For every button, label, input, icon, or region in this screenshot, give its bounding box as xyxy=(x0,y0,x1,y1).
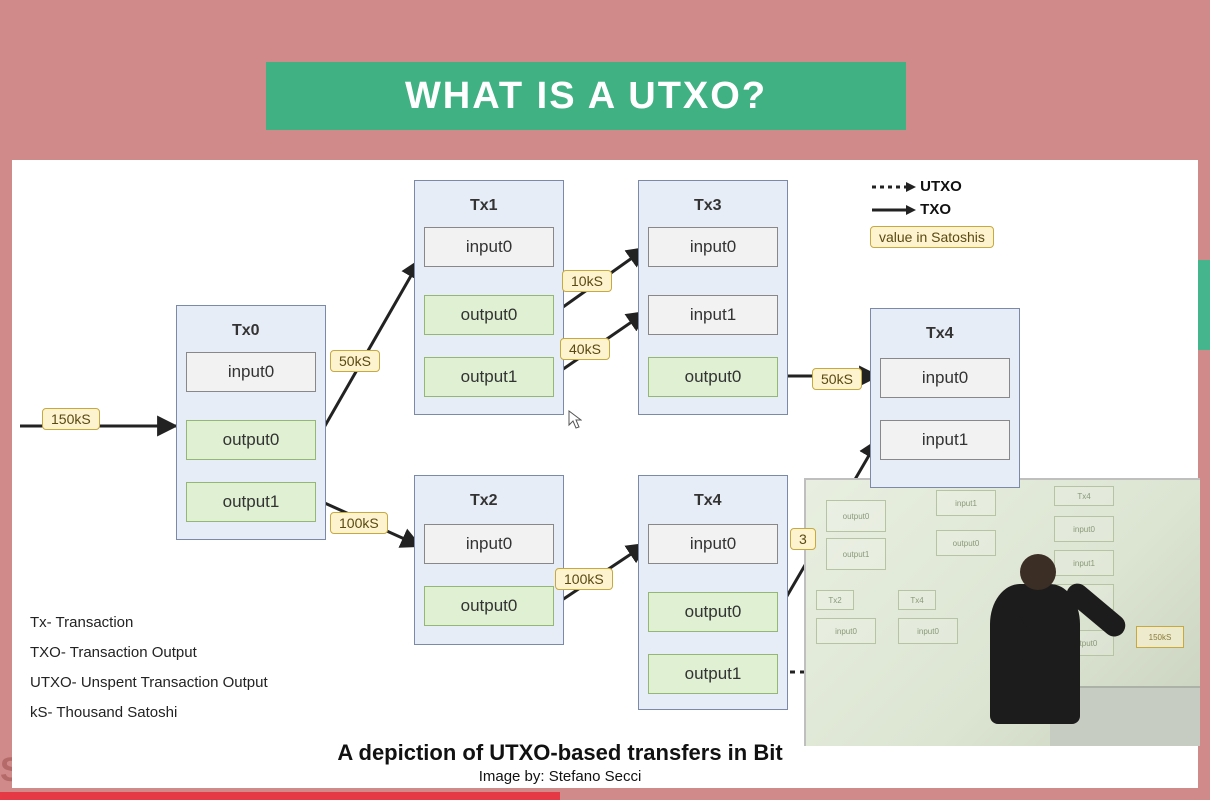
glossary-line-0: Tx- Transaction xyxy=(30,608,350,638)
legend-txo-row: TXO xyxy=(870,201,1130,218)
tx3-output0: output0 xyxy=(648,357,778,397)
slide-title: WHAT IS A UTXO? xyxy=(405,75,767,118)
tx4b-input1: input1 xyxy=(880,420,1010,460)
tx3-input1: input1 xyxy=(648,295,778,335)
value-tag-2: 100kS xyxy=(330,512,388,534)
glossary-line-1: TXO- Transaction Output xyxy=(30,638,350,668)
tx-title-tx0: Tx0 xyxy=(232,322,260,340)
tx1-output1: output1 xyxy=(424,357,554,397)
value-tag-1: 50kS xyxy=(330,350,380,372)
tx-title-tx3: Tx3 xyxy=(694,197,722,215)
caption-sub: Image by: Stefano Secci xyxy=(280,768,840,785)
value-tag-0: 150kS xyxy=(42,408,100,430)
glossary-line-3: kS- Thousand Satoshi xyxy=(30,698,350,728)
tx0-output0: output0 xyxy=(186,420,316,460)
tx-title-tx1: Tx1 xyxy=(470,197,498,215)
value-tag-5: 100kS xyxy=(555,568,613,590)
tx4a-output0: output0 xyxy=(648,592,778,632)
tx0-output1: output1 xyxy=(186,482,316,522)
tx-title-tx2: Tx2 xyxy=(470,492,498,510)
tx-title-tx4b: Tx4 xyxy=(926,325,954,343)
value-tag-4: 40kS xyxy=(560,338,610,360)
tx1-input0: input0 xyxy=(424,227,554,267)
presenter-pip: output0 output1 input1 output0 Tx4 input… xyxy=(804,478,1200,746)
tx0-input0: input0 xyxy=(186,352,316,392)
legend-utxo-label: UTXO xyxy=(920,178,962,195)
slide-title-banner: WHAT IS A UTXO? xyxy=(266,62,906,130)
tx4a-input0: input0 xyxy=(648,524,778,564)
caption: A depiction of UTXO-based transfers in B… xyxy=(280,740,840,785)
legend: UTXO TXO value in Satoshis xyxy=(870,178,1130,248)
glossary-line-2: UTXO- Unspent Transaction Output xyxy=(30,668,350,698)
legend-utxo-row: UTXO xyxy=(870,178,1130,195)
value-tag-6: 50kS xyxy=(812,368,862,390)
tx2-input0: input0 xyxy=(424,524,554,564)
tx4b-input0: input0 xyxy=(880,358,1010,398)
caption-main: A depiction of UTXO-based transfers in B… xyxy=(337,740,782,765)
value-tag-7: 3 xyxy=(790,528,816,550)
legend-value-note: value in Satoshis xyxy=(870,226,994,248)
tx-title-tx4a: Tx4 xyxy=(694,492,722,510)
tx1-output0: output0 xyxy=(424,295,554,335)
legend-txo-label: TXO xyxy=(920,201,951,218)
value-tag-3: 10kS xyxy=(562,270,612,292)
presenter-silhouette xyxy=(980,536,1090,746)
tx4a-output1: output1 xyxy=(648,654,778,694)
glossary: Tx- TransactionTXO- Transaction OutputUT… xyxy=(30,608,350,728)
video-progress-fragment xyxy=(0,792,560,800)
tx3-input0: input0 xyxy=(648,227,778,267)
tx2-output0: output0 xyxy=(424,586,554,626)
mouse-cursor-icon xyxy=(568,410,582,430)
